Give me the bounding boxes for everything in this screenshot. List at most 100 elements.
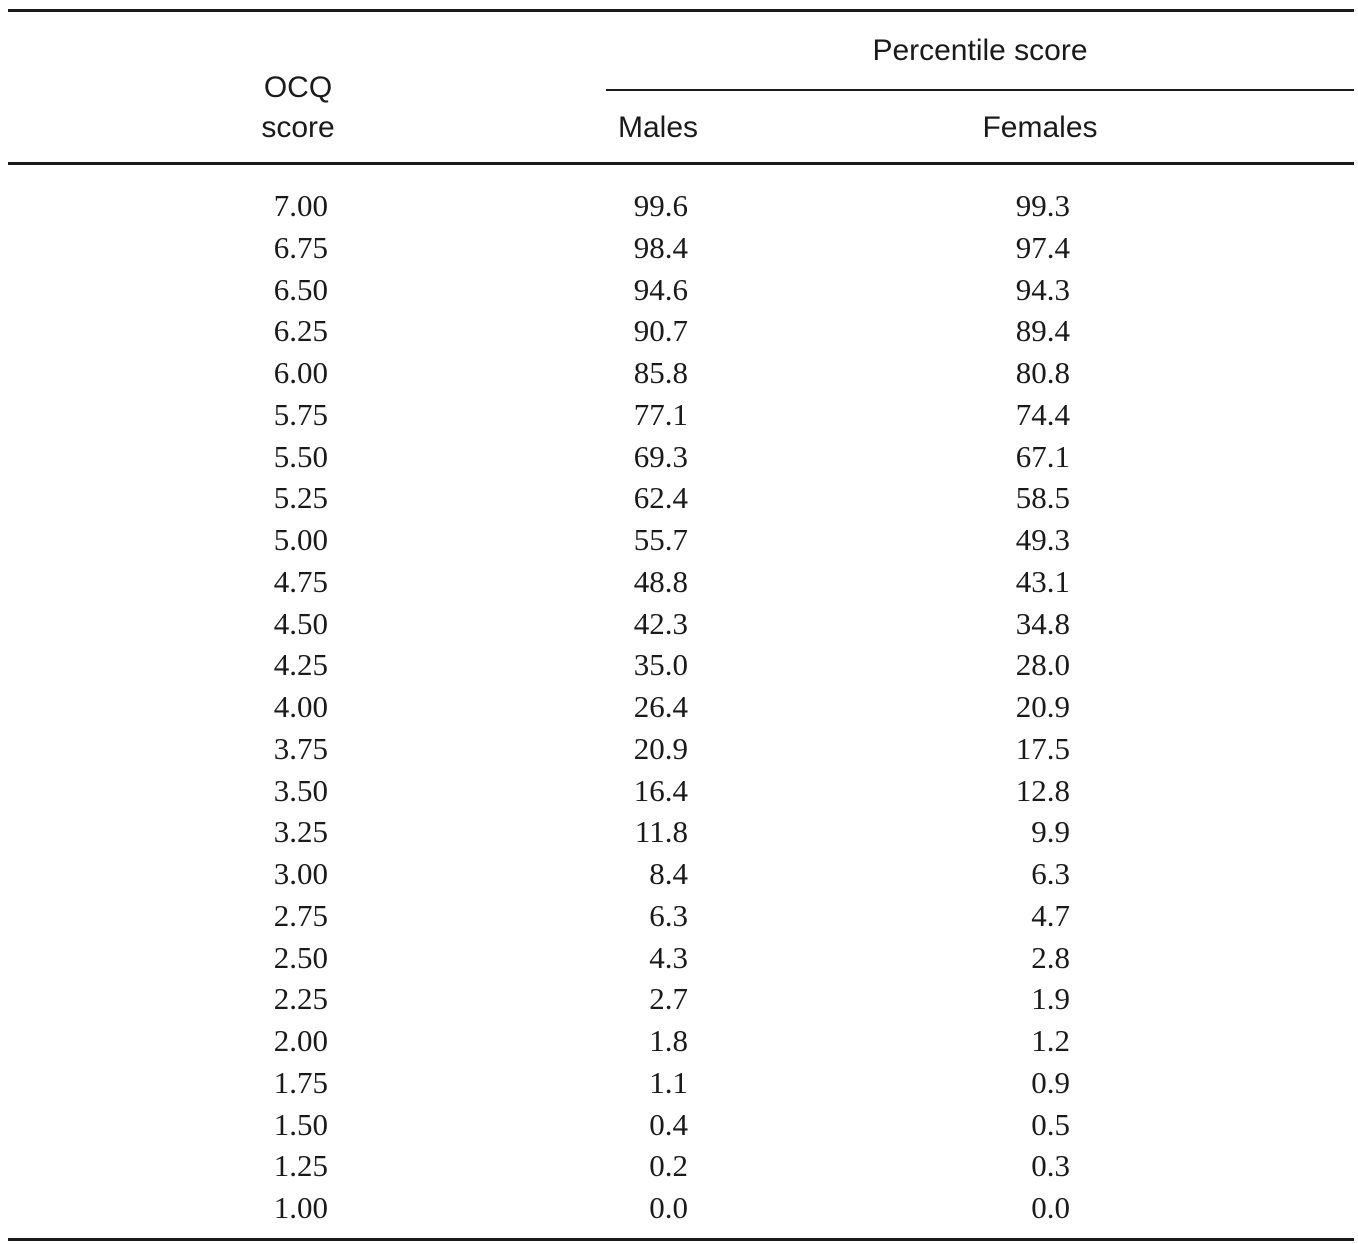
males-percentile-cell: 1.8 xyxy=(649,1023,688,1058)
males-percentile-cell: 69.3 xyxy=(633,438,688,474)
table-bottom-rule xyxy=(8,1238,1354,1241)
males-percentile-cell: 16.4 xyxy=(633,772,688,808)
females-percentile-cell: 58.5 xyxy=(1015,480,1070,516)
females-percentile-cell: 0.0 xyxy=(1031,1190,1070,1225)
males-percentile-cell: 26.4 xyxy=(633,689,688,724)
ocq-score-cell: 6.00 xyxy=(273,355,328,390)
males-percentile-cell: 77.1 xyxy=(633,396,688,432)
table-top-rule xyxy=(8,9,1354,12)
ocq-score-cell: 2.50 xyxy=(273,939,328,975)
ocq-score-cell: 4.50 xyxy=(273,605,328,641)
ocq-score-cell: 5.75 xyxy=(273,396,328,432)
table-body: 7.00 99.6 99.3 6.75 98.4 97.4 6.50 94.6 94.3 6.25… xyxy=(0,185,1358,1229)
males-percentile-cell: 8.4 xyxy=(649,856,688,891)
table-row: 6.75 98.4 97.4 xyxy=(0,227,1358,269)
males-percentile-cell: 0.2 xyxy=(649,1148,688,1184)
ocq-score-cell: 1.25 xyxy=(273,1148,328,1184)
table-row: 2.25 2.7 1.9 xyxy=(0,978,1358,1020)
table-row: 6.50 94.6 94.3 xyxy=(0,269,1358,311)
males-percentile-cell: 42.3 xyxy=(633,605,688,641)
males-percentile-cell: 4.3 xyxy=(649,939,688,975)
males-percentile-cell: 0.4 xyxy=(649,1106,688,1142)
females-column-header: Females xyxy=(982,111,1098,144)
females-percentile-cell: 99.3 xyxy=(1015,188,1070,223)
ocq-score-cell: 4.25 xyxy=(273,647,328,683)
males-percentile-cell: 1.1 xyxy=(649,1064,688,1100)
ocq-score-cell: 1.00 xyxy=(273,1190,328,1225)
ocq-score-cell: 6.25 xyxy=(273,313,328,349)
females-percentile-cell: 17.5 xyxy=(1015,730,1070,766)
females-percentile-cell: 67.1 xyxy=(1015,438,1070,474)
table-row: 4.25 35.0 28.0 xyxy=(0,644,1358,686)
ocq-score-cell: 2.00 xyxy=(273,1023,328,1058)
table-row: 5.75 77.1 74.4 xyxy=(0,394,1358,436)
females-percentile-cell: 28.0 xyxy=(1015,647,1070,683)
ocq-score-cell: 6.75 xyxy=(273,229,328,265)
ocq-score-cell: 5.50 xyxy=(273,438,328,474)
females-percentile-cell: 49.3 xyxy=(1015,522,1070,557)
females-percentile-cell: 94.3 xyxy=(1015,271,1070,307)
table-row: 3.25 11.8 9.9 xyxy=(0,811,1358,853)
males-percentile-cell: 90.7 xyxy=(633,313,688,349)
males-percentile-cell: 0.0 xyxy=(649,1190,688,1225)
ocq-column-header: OCQ xyxy=(263,71,333,104)
table-row: 2.50 4.3 2.8 xyxy=(0,937,1358,979)
females-percentile-cell: 0.9 xyxy=(1031,1064,1070,1100)
table-row: 1.50 0.4 0.5 xyxy=(0,1104,1358,1146)
table-row: 2.75 6.3 4.7 xyxy=(0,895,1358,937)
ocq-score-cell: 7.00 xyxy=(273,188,328,223)
table-row: 1.25 0.2 0.3 xyxy=(0,1145,1358,1187)
females-percentile-cell: 80.8 xyxy=(1015,355,1070,390)
table-row: 6.00 85.8 80.8 xyxy=(0,352,1358,394)
ocq-column-header-subline: score xyxy=(261,111,335,144)
males-percentile-cell: 11.8 xyxy=(634,814,688,850)
males-percentile-cell: 98.4 xyxy=(633,229,688,265)
table-row: 1.75 1.1 0.9 xyxy=(0,1062,1358,1104)
males-percentile-cell: 2.7 xyxy=(649,981,688,1017)
males-percentile-cell: 85.8 xyxy=(633,355,688,390)
table-row: 5.50 69.3 67.1 xyxy=(0,436,1358,478)
females-percentile-cell: 34.8 xyxy=(1015,605,1070,641)
males-column-header: Males xyxy=(617,111,699,144)
males-percentile-cell: 48.8 xyxy=(633,563,688,599)
table-row: 4.50 42.3 34.8 xyxy=(0,603,1358,645)
males-percentile-cell: 20.9 xyxy=(633,730,688,766)
spanner-rule xyxy=(606,89,1354,91)
females-percentile-cell: 12.8 xyxy=(1015,772,1070,808)
header-bottom-rule xyxy=(8,162,1354,165)
females-percentile-cell: 2.8 xyxy=(1031,939,1070,975)
females-percentile-cell: 1.2 xyxy=(1031,1023,1070,1058)
ocq-score-cell: 3.25 xyxy=(273,814,328,850)
ocq-score-cell: 4.00 xyxy=(273,689,328,724)
ocq-score-cell: 2.75 xyxy=(273,897,328,933)
ocq-score-cell: 3.75 xyxy=(273,730,328,766)
ocq-score-cell: 1.50 xyxy=(273,1106,328,1142)
table-row: 6.25 90.7 89.4 xyxy=(0,310,1358,352)
males-percentile-cell: 6.3 xyxy=(649,897,688,933)
females-percentile-cell: 1.9 xyxy=(1031,981,1070,1017)
table-row: 4.75 48.8 43.1 xyxy=(0,561,1358,603)
percentile-spanner-header: Percentile score xyxy=(872,34,1088,67)
females-percentile-cell: 97.4 xyxy=(1015,229,1070,265)
table-row: 1.00 0.0 0.0 xyxy=(0,1187,1358,1229)
females-percentile-cell: 0.3 xyxy=(1031,1148,1070,1184)
ocq-score-cell: 5.00 xyxy=(273,522,328,557)
males-percentile-cell: 99.6 xyxy=(633,188,688,223)
ocq-score-cell: 6.50 xyxy=(273,271,328,307)
table-row: 3.00 8.4 6.3 xyxy=(0,853,1358,895)
table-row: 2.00 1.8 1.2 xyxy=(0,1020,1358,1062)
table-row: 7.00 99.6 99.3 xyxy=(0,185,1358,227)
ocq-score-cell: 1.75 xyxy=(273,1064,328,1100)
males-percentile-cell: 62.4 xyxy=(633,480,688,516)
table-row: 5.00 55.7 49.3 xyxy=(0,519,1358,561)
females-percentile-cell: 6.3 xyxy=(1031,856,1070,891)
ocq-score-cell: 5.25 xyxy=(273,480,328,516)
males-percentile-cell: 55.7 xyxy=(633,522,688,557)
males-percentile-cell: 94.6 xyxy=(633,271,688,307)
ocq-score-cell: 3.00 xyxy=(273,856,328,891)
females-percentile-cell: 20.9 xyxy=(1015,689,1070,724)
females-percentile-cell: 89.4 xyxy=(1015,313,1070,349)
females-percentile-cell: 4.7 xyxy=(1031,897,1070,933)
females-percentile-cell: 74.4 xyxy=(1015,396,1070,432)
ocq-score-cell: 3.50 xyxy=(273,772,328,808)
